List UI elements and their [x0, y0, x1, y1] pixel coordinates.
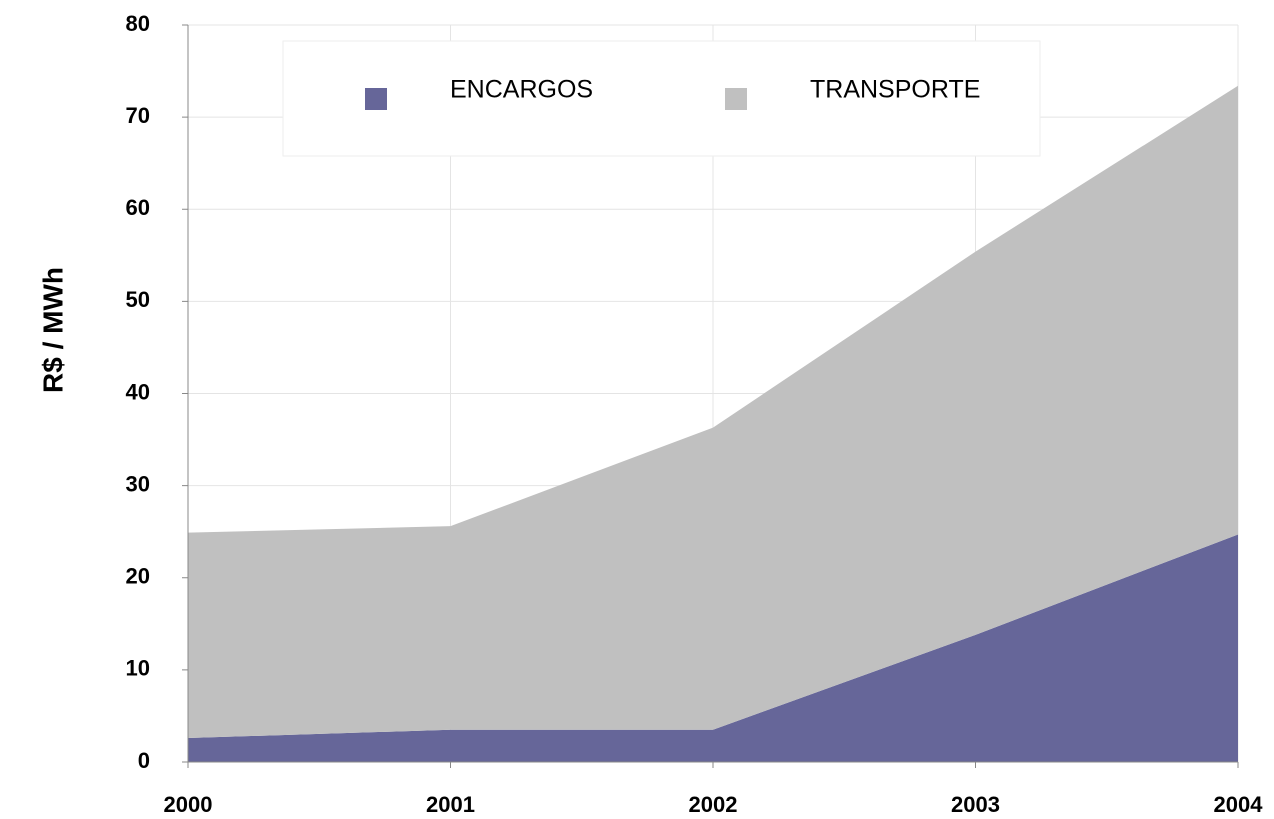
- legend-label: TRANSPORTE: [810, 76, 980, 104]
- y-tick-label: 50: [126, 287, 150, 312]
- legend: ENCARGOS TRANSPORTE: [282, 40, 1041, 157]
- y-axis-label: R$ / MWh: [37, 267, 68, 393]
- areas: [188, 85, 1238, 762]
- x-tick-label: 2002: [689, 792, 738, 817]
- x-tick-label: 2003: [951, 792, 1000, 817]
- x-tick-label: 2004: [1214, 792, 1264, 817]
- y-tick-label: 30: [126, 471, 150, 496]
- y-tick-label: 20: [126, 564, 150, 589]
- area: [188, 85, 1238, 739]
- y-tick-label: 0: [138, 748, 150, 773]
- legend-label: ENCARGOS: [450, 76, 593, 104]
- x-tick-label: 2001: [426, 792, 475, 817]
- y-tick-label: 80: [126, 11, 150, 36]
- y-tick-label: 40: [126, 379, 150, 404]
- area: [188, 534, 1238, 762]
- y-tick-label: 60: [126, 195, 150, 220]
- legend-swatch: [365, 88, 387, 110]
- x-tick-label: 2000: [164, 792, 213, 817]
- legend-swatch: [725, 88, 747, 110]
- legend-box: [282, 40, 1041, 157]
- y-tick-label: 10: [126, 656, 150, 681]
- y-tick-label: 70: [126, 103, 150, 128]
